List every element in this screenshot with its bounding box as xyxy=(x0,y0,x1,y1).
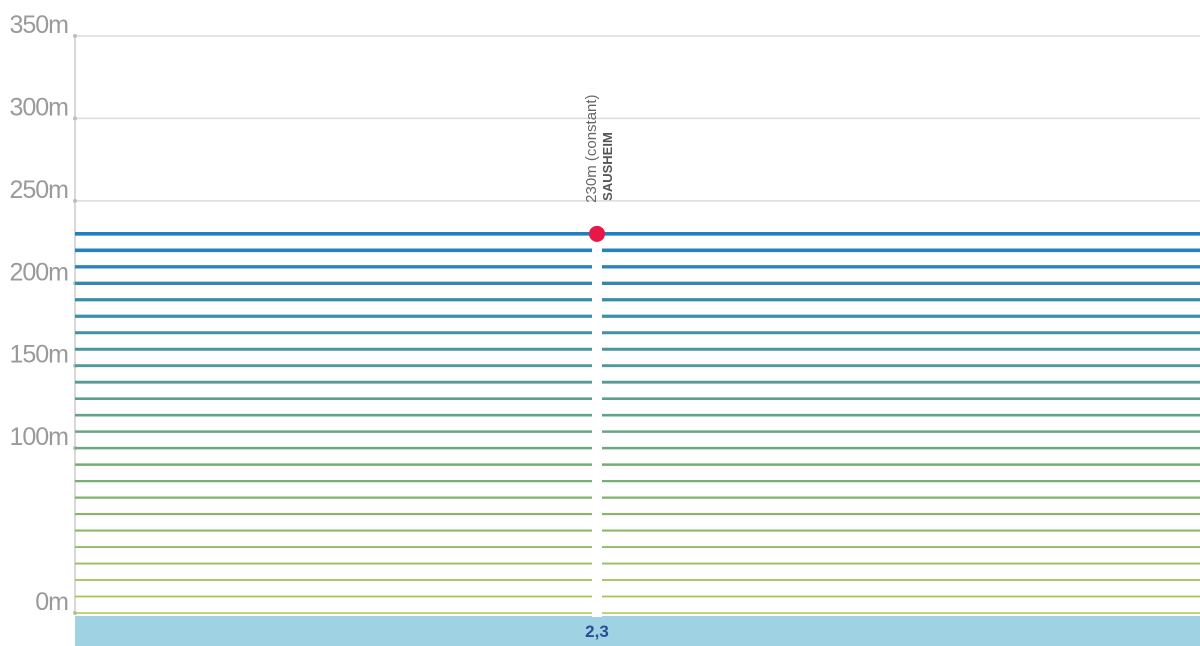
tick-label-0: 0m xyxy=(35,588,68,616)
tick-label-100: 100m xyxy=(9,423,68,451)
grid-lines xyxy=(75,35,1200,449)
tick-label-250: 250m xyxy=(9,176,68,204)
tick-label-200: 200m xyxy=(9,258,68,286)
point-place-label: SAUSHEIM xyxy=(600,132,615,201)
tick-label-350: 350m xyxy=(9,11,68,39)
tick-label-300: 300m xyxy=(9,93,68,121)
point-distance-label: 2,3 xyxy=(585,622,609,641)
profile-bands xyxy=(75,232,1200,614)
point-altitude-label: 230m (constant) xyxy=(583,94,600,202)
point-marker-gap xyxy=(592,233,602,618)
tick-label-150: 150m xyxy=(9,341,68,369)
tick-dot-300 xyxy=(73,116,77,121)
tick-dot-250 xyxy=(73,198,77,203)
y-axis-ticks: 0m 100m 150m 200m 250m 300m 350m xyxy=(9,11,77,616)
tick-dot-350 xyxy=(73,34,77,38)
point-marker-dot[interactable] xyxy=(589,225,605,242)
distance-strip xyxy=(75,616,1200,646)
